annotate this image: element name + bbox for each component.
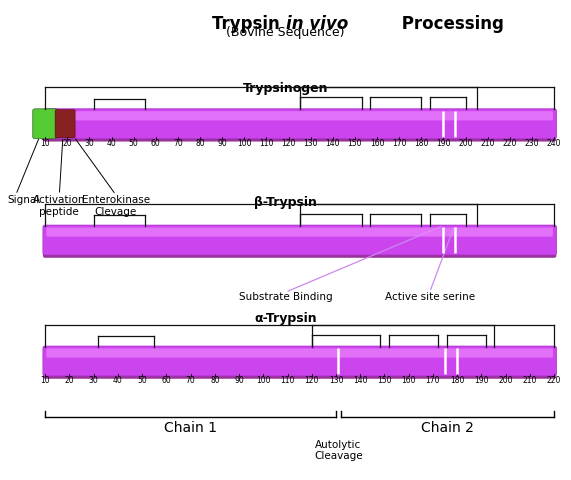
Text: Trypsinogen: Trypsinogen bbox=[243, 82, 328, 96]
Text: 40: 40 bbox=[107, 139, 116, 148]
Text: 200: 200 bbox=[459, 139, 473, 148]
Text: 110: 110 bbox=[280, 376, 295, 385]
FancyBboxPatch shape bbox=[43, 109, 556, 139]
Text: Chain 1: Chain 1 bbox=[164, 420, 217, 434]
Text: 80: 80 bbox=[195, 139, 205, 148]
Text: 70: 70 bbox=[186, 376, 195, 385]
Text: 120: 120 bbox=[282, 139, 296, 148]
Text: 200: 200 bbox=[498, 376, 513, 385]
Text: Activation
peptide: Activation peptide bbox=[33, 195, 86, 216]
Text: 70: 70 bbox=[173, 139, 183, 148]
Text: 40: 40 bbox=[113, 376, 123, 385]
Text: 110: 110 bbox=[259, 139, 274, 148]
Text: 20: 20 bbox=[65, 376, 74, 385]
FancyBboxPatch shape bbox=[43, 346, 556, 376]
Text: 100: 100 bbox=[256, 376, 271, 385]
Text: 130: 130 bbox=[329, 376, 343, 385]
FancyBboxPatch shape bbox=[43, 225, 556, 258]
Text: 10: 10 bbox=[41, 139, 50, 148]
Text: 170: 170 bbox=[425, 376, 440, 385]
FancyBboxPatch shape bbox=[33, 109, 58, 139]
Text: in vivo: in vivo bbox=[286, 14, 348, 33]
Text: 10: 10 bbox=[41, 376, 50, 385]
Text: 230: 230 bbox=[525, 139, 539, 148]
Text: α-Trypsin: α-Trypsin bbox=[254, 312, 317, 325]
Text: 50: 50 bbox=[137, 376, 147, 385]
Text: Trypsin: Trypsin bbox=[212, 14, 286, 33]
Text: 210: 210 bbox=[481, 139, 495, 148]
Text: 120: 120 bbox=[304, 376, 319, 385]
Text: 60: 60 bbox=[162, 376, 171, 385]
Text: (Bovine Sequence): (Bovine Sequence) bbox=[226, 25, 345, 38]
Text: 190: 190 bbox=[474, 376, 489, 385]
Text: Processing: Processing bbox=[396, 14, 504, 33]
Text: 100: 100 bbox=[237, 139, 252, 148]
Text: 180: 180 bbox=[414, 139, 428, 148]
Text: β-Trypsin: β-Trypsin bbox=[254, 196, 317, 209]
Text: 240: 240 bbox=[547, 139, 561, 148]
Text: 60: 60 bbox=[151, 139, 160, 148]
Text: Enterokinase
Clevage: Enterokinase Clevage bbox=[82, 195, 150, 216]
Text: 90: 90 bbox=[218, 139, 227, 148]
Text: Active site serine: Active site serine bbox=[385, 292, 475, 302]
FancyBboxPatch shape bbox=[46, 228, 553, 237]
Text: 160: 160 bbox=[401, 376, 416, 385]
Text: 170: 170 bbox=[392, 139, 407, 148]
Text: 30: 30 bbox=[89, 376, 99, 385]
Text: 130: 130 bbox=[303, 139, 318, 148]
Text: Autolytic
Cleavage: Autolytic Cleavage bbox=[314, 440, 363, 461]
Text: 30: 30 bbox=[85, 139, 94, 148]
FancyBboxPatch shape bbox=[46, 111, 553, 120]
FancyBboxPatch shape bbox=[43, 346, 556, 379]
Text: 220: 220 bbox=[547, 376, 561, 385]
Text: 210: 210 bbox=[522, 376, 537, 385]
Text: 220: 220 bbox=[502, 139, 517, 148]
FancyBboxPatch shape bbox=[43, 225, 556, 255]
FancyBboxPatch shape bbox=[55, 110, 75, 138]
Text: 90: 90 bbox=[234, 376, 244, 385]
Text: 140: 140 bbox=[353, 376, 368, 385]
Text: Signal: Signal bbox=[7, 195, 39, 205]
Text: Chain 2: Chain 2 bbox=[421, 420, 474, 434]
Text: 150: 150 bbox=[348, 139, 362, 148]
Text: 180: 180 bbox=[450, 376, 464, 385]
FancyBboxPatch shape bbox=[43, 109, 556, 142]
Text: 160: 160 bbox=[370, 139, 384, 148]
Text: 20: 20 bbox=[62, 139, 72, 148]
Text: 140: 140 bbox=[325, 139, 340, 148]
Text: 80: 80 bbox=[210, 376, 220, 385]
FancyBboxPatch shape bbox=[46, 348, 553, 358]
Text: 150: 150 bbox=[377, 376, 392, 385]
Text: 190: 190 bbox=[436, 139, 451, 148]
Text: Substrate Binding: Substrate Binding bbox=[239, 292, 332, 302]
Text: 50: 50 bbox=[129, 139, 139, 148]
